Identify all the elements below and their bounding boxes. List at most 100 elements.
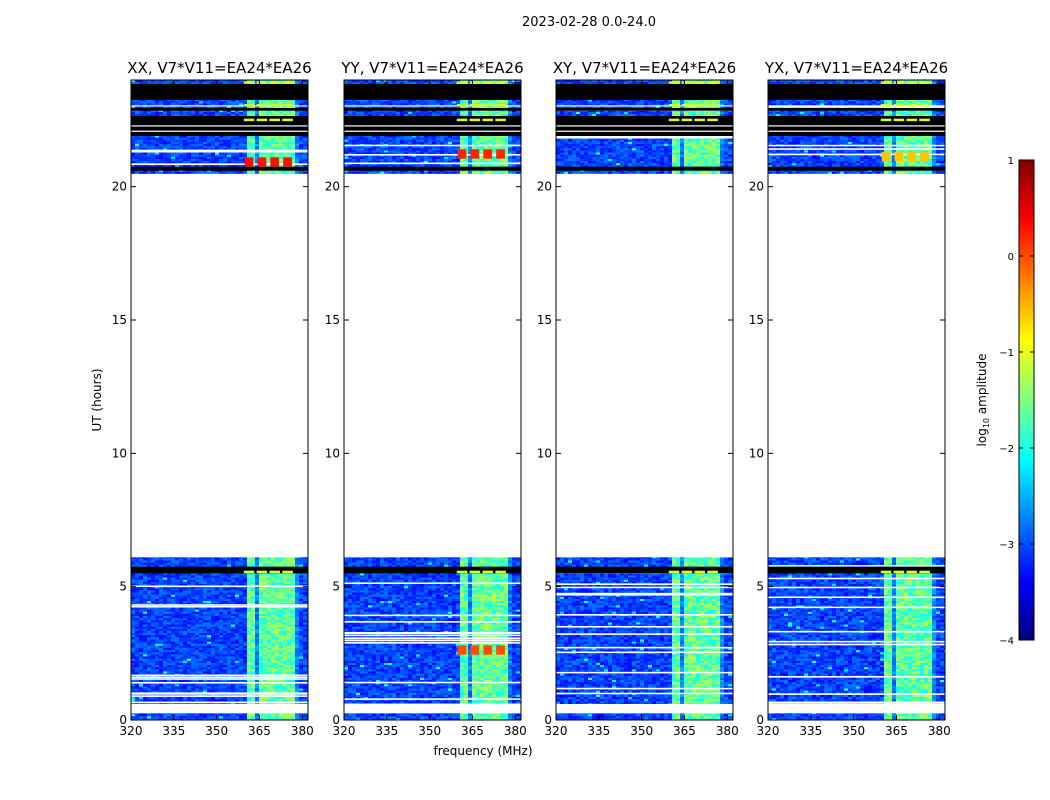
heatmap-panel-2: XY, V7*V11=EA24*EA26 320 335 350 365 380 0 5 10 1… <box>537 59 739 738</box>
panel-title: YY, V7*V11=EA24*EA26 <box>340 59 523 77</box>
x-tick-label: 335 <box>375 724 398 738</box>
flagged-line <box>768 144 945 147</box>
y-tick-label: 10 <box>112 446 127 460</box>
flagged-line <box>131 701 308 704</box>
flagged-line <box>344 144 521 147</box>
x-tick-label: 320 <box>120 724 143 738</box>
rfi-mark <box>495 570 506 574</box>
rfi-mark <box>269 118 280 122</box>
rfi-mark <box>880 570 892 574</box>
flagged-line <box>344 639 521 642</box>
rfi-highlight <box>244 157 254 167</box>
heatmap-panel-3: YX, V7*V11=EA24*EA26 320 335 350 365 380 0 5 10 1… <box>749 59 951 738</box>
flag-block-black <box>131 84 308 100</box>
x-tick-label: 380 <box>504 724 527 738</box>
rfi-mark <box>256 570 268 574</box>
rfi-mark <box>880 104 892 107</box>
rfi-mark <box>482 570 493 574</box>
rfi-mark <box>456 81 468 84</box>
flagged-line <box>768 630 945 633</box>
rfi-mark <box>282 118 293 122</box>
rfi-highlight <box>257 157 267 167</box>
flagged-line <box>556 586 733 589</box>
y-tick-label: 15 <box>325 313 340 327</box>
y-tick-label: 15 <box>537 313 552 327</box>
rfi-mark <box>482 81 493 84</box>
flagged-line <box>556 136 733 139</box>
rfi-highlight <box>907 152 917 162</box>
rfi-mark <box>919 570 930 574</box>
rfi-mark <box>482 118 493 122</box>
rfi-mark <box>269 104 280 107</box>
colorbar-tick-label: −2 <box>999 444 1014 455</box>
flag-block-black <box>768 566 945 574</box>
x-tick-label: 365 <box>673 724 696 738</box>
flagged-line <box>768 596 945 599</box>
rfi-mark <box>243 570 255 574</box>
flagged-line <box>768 586 945 589</box>
heatmap-cells <box>556 80 733 720</box>
flag-block-black <box>556 108 733 111</box>
rfi-mark <box>469 570 481 574</box>
heatmap-panel-1: YY, V7*V11=EA24*EA26 320 335 350 365 380 0 5 10 1… <box>325 59 527 738</box>
y-tick-label: 20 <box>537 180 552 194</box>
rfi-mark <box>906 570 917 574</box>
flagged-line <box>131 604 308 606</box>
rfi-highlight <box>457 149 467 159</box>
flagged-line <box>556 135 733 138</box>
flagged-line <box>556 646 733 649</box>
rfi-mark <box>282 570 293 574</box>
y-tick-label: 15 <box>749 313 764 327</box>
flag-block-black <box>344 84 521 100</box>
flag-block-black <box>344 566 521 574</box>
rfi-mark <box>668 118 680 122</box>
rfi-highlight <box>457 645 467 655</box>
rfi-mark <box>919 81 930 84</box>
y-tick-label: 5 <box>756 580 764 594</box>
rfi-mark <box>469 118 481 122</box>
colorbar: 1 0 −1 −2 −3 −4 log10 amplitude <box>975 156 1035 647</box>
rfi-mark <box>694 81 705 84</box>
flagged-line <box>556 625 733 628</box>
panel-title: XX, V7*V11=EA24*EA26 <box>127 59 311 77</box>
y-tick-label: 0 <box>756 713 764 727</box>
rfi-mark <box>893 104 905 107</box>
rfi-mark <box>893 570 905 574</box>
flagged-line <box>131 163 308 165</box>
flagged-line <box>556 633 733 635</box>
flag-block-black <box>768 108 945 111</box>
y-tick-label: 5 <box>332 580 340 594</box>
flag-gap <box>344 704 521 714</box>
rfi-mark <box>880 81 892 84</box>
rfi-mark <box>456 104 468 107</box>
rfi-mark <box>694 570 705 574</box>
rfi-mark <box>681 118 693 122</box>
x-axis-label: frequency (MHz) <box>433 744 532 758</box>
flag-block-black <box>131 166 308 171</box>
flag-gap <box>556 704 733 714</box>
flag-block-black <box>344 166 521 171</box>
colorbar-tick-label: 1 <box>1008 156 1014 167</box>
heatmap-cells <box>131 80 308 720</box>
flagged-line <box>344 162 521 165</box>
rfi-highlight <box>470 149 480 159</box>
rfi-mark <box>707 81 718 84</box>
flag-block-black <box>556 566 733 574</box>
flagged-line <box>344 621 521 623</box>
colorbar-label: log10 amplitude <box>975 354 991 447</box>
flag-block-black <box>344 108 521 111</box>
rfi-mark <box>256 81 268 84</box>
panels-group: XX, V7*V11=EA24*EA26 320 335 350 365 380 0 5 10 1… <box>112 59 951 738</box>
y-tick-label: 10 <box>537 446 552 460</box>
flagged-line <box>131 150 308 153</box>
rfi-highlight <box>270 157 280 167</box>
x-tick-label: 335 <box>799 724 822 738</box>
x-tick-label: 380 <box>716 724 739 738</box>
rfi-mark <box>269 81 280 84</box>
flagged-line <box>344 637 521 640</box>
flagged-line <box>556 671 733 674</box>
rfi-mark <box>893 81 905 84</box>
rfi-mark <box>906 81 917 84</box>
flagged-line <box>131 674 308 677</box>
axes-frame <box>767 79 946 721</box>
